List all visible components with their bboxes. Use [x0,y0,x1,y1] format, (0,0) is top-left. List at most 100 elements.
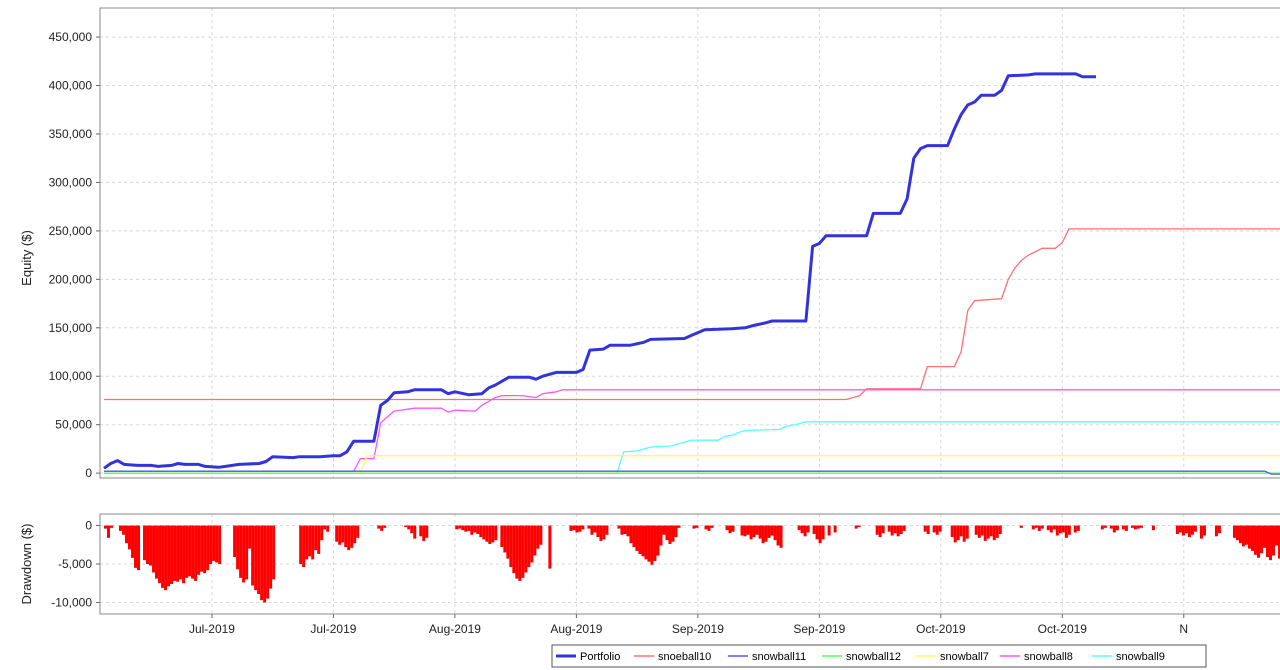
drawdown-bar [260,525,264,601]
drawdown-bar [989,525,993,537]
drawdown-bar [995,525,999,538]
drawdown-bar [623,525,627,534]
drawdown-y-ticks: 0 -5,000 -10,000 [51,519,100,609]
drawdown-bar [827,525,831,536]
drawdown-bar [761,525,765,544]
drawdown-bar [626,525,630,537]
drawdown-bar [1049,525,1053,533]
drawdown-bar [1241,525,1245,547]
drawdown-bar [578,525,582,532]
drawdown-bar [182,525,186,584]
drawdown-bar [1202,525,1206,536]
drawdown-bar [161,525,165,588]
drawdown-bar [617,525,621,529]
legend-label: snoeball10 [658,651,711,663]
drawdown-bar [482,525,486,540]
drawdown-bar [1109,525,1113,529]
drawdown-bar [1067,525,1071,535]
drawdown-bar [128,525,132,550]
drawdown-bar [1190,525,1194,535]
drawdown-bar [1181,525,1185,536]
drawdown-bar [311,525,315,560]
drawdown-bar [233,525,237,558]
drawdown-bar [476,525,480,534]
drawdown-bar [170,525,174,584]
legend-label: Portfolio [580,651,620,663]
legend-label: snowball7 [940,651,989,663]
drawdown-bar [242,525,246,583]
drawdown-bar [503,525,507,553]
drawdown-bar [1193,525,1197,532]
equity-y-tick-label: 250,000 [49,224,93,238]
drawdown-bar [1103,525,1107,528]
drawdown-bar [1274,525,1278,546]
drawdown-bar [635,525,639,551]
drawdown-bar [107,525,111,538]
drawdown-bar [257,525,261,594]
drawdown-bar [899,525,903,534]
drawdown-bar [1178,525,1182,533]
drawdown-bar [800,525,804,534]
drawdown-bar [422,525,426,541]
x-tick-label: N [1179,622,1188,636]
drawdown-bar [206,525,210,571]
drawdown-bar [821,525,825,540]
x-tick-label: Aug-2019 [550,622,602,636]
drawdown-bar [962,525,966,542]
drawdown-bar [956,525,960,541]
drawdown-bar [749,525,753,540]
drawdown-bar [245,525,249,580]
drawdown-bar [344,525,348,548]
drawdown-bars [104,525,1280,603]
drawdown-bar [1133,525,1137,530]
drawdown-bar [353,525,357,544]
drawdown-bar [134,525,138,568]
drawdown-bar [1046,525,1050,531]
drawdown-bar [1037,525,1041,531]
drawdown-bar [341,525,345,543]
drawdown-bar [1256,525,1260,558]
drawdown-bar [164,525,168,591]
drawdown-bar [815,525,819,540]
drawdown-bar [137,525,141,571]
drawdown-bar [770,525,774,536]
drawdown-bar [596,525,600,538]
drawdown-bar [953,525,957,543]
drawdown-bar [473,525,477,533]
drawdown-bar [704,525,708,530]
drawdown-bar [320,525,324,541]
series-line-Portfolio [103,72,1096,470]
x-tick-label: Sep-2019 [672,622,724,636]
drawdown-bar [458,525,462,529]
drawdown-bar [248,525,252,549]
drawdown-bar [1136,525,1140,529]
drawdown-bar [659,525,663,546]
drawdown-bar [356,525,360,538]
drawdown-bar [1199,525,1203,539]
drawdown-bar [185,525,189,578]
drawdown-bar [1115,525,1119,531]
drawdown-bar [647,525,651,562]
drawdown-bar [266,525,270,599]
drawdown-bar [236,525,240,570]
drawdown-bar [377,525,381,529]
drawdown-bar [806,525,810,533]
drawdown-bar [347,525,351,551]
drawdown-bar [1124,525,1128,531]
drawdown-bar [710,525,714,528]
drawdown-bar [536,525,540,549]
drawdown-y-tick-label: -5,000 [58,557,92,571]
drawdown-bar [539,525,543,545]
drawdown-bar [200,525,204,572]
drawdown-bar [1055,525,1059,536]
drawdown-bar [977,525,981,538]
drawdown-bar [743,525,747,537]
legend-frame [551,644,1207,668]
drawdown-bar [218,525,222,564]
drawdown-bar [518,525,522,581]
drawdown-bar [599,525,603,541]
equity-y-tick-label: 450,000 [49,30,93,44]
drawdown-bar [527,525,531,568]
drawdown-bar [1019,525,1023,528]
equity-plot-frame [99,7,1280,479]
